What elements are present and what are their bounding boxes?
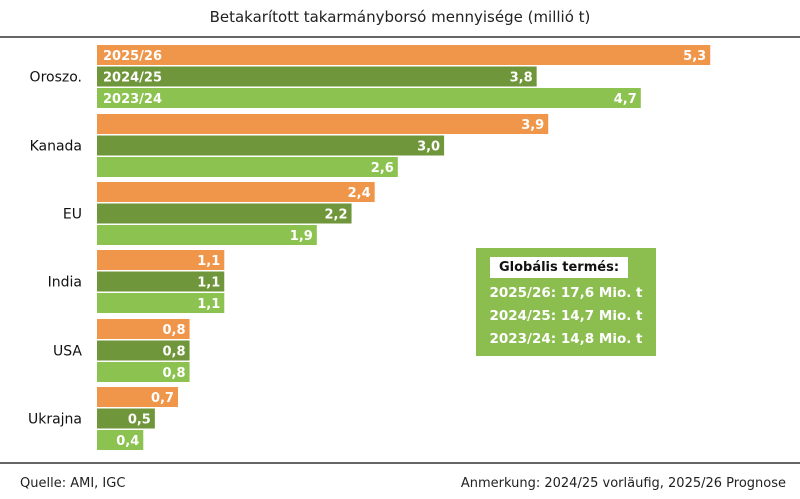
data-label: 0,8 bbox=[163, 345, 186, 360]
data-label: 2,2 bbox=[325, 208, 348, 223]
data-label: 3,0 bbox=[417, 140, 440, 155]
category-label: India bbox=[48, 275, 82, 291]
bar bbox=[97, 271, 225, 292]
box-line: 2024/25: 14,7 Mio. t bbox=[489, 308, 643, 324]
data-label: 0,7 bbox=[151, 391, 174, 406]
source-note: Quelle: AMI, IGC bbox=[20, 476, 126, 491]
bar bbox=[97, 319, 190, 339]
bar bbox=[97, 66, 537, 87]
bar bbox=[97, 340, 190, 361]
category-label: USA bbox=[53, 344, 82, 360]
data-label: 0,8 bbox=[163, 323, 186, 338]
bar bbox=[97, 293, 225, 313]
annotation-note: Anmerkung: 2024/25 vorläufig, 2025/26 Pr… bbox=[460, 476, 786, 491]
category-label: EU bbox=[63, 207, 82, 223]
bar bbox=[97, 387, 178, 407]
data-label: 1,1 bbox=[197, 276, 220, 291]
top-rule bbox=[0, 36, 800, 38]
data-label: 1,1 bbox=[197, 297, 220, 312]
bar bbox=[97, 203, 352, 224]
data-label: 1,9 bbox=[290, 229, 313, 244]
box-line: 2025/26: 17,6 Mio. t bbox=[489, 285, 643, 301]
data-label: 0,5 bbox=[128, 413, 151, 428]
bar bbox=[97, 182, 375, 202]
chart-title: Betakarított takarmányborsó mennyisége (… bbox=[209, 8, 591, 26]
data-label: 5,3 bbox=[683, 49, 706, 64]
bar bbox=[97, 430, 144, 450]
data-label: 4,7 bbox=[614, 92, 637, 107]
box-heading: Globális termés: bbox=[490, 257, 628, 278]
data-label: 1,1 bbox=[197, 254, 220, 269]
legend-label: 2025/26 bbox=[103, 49, 162, 64]
bar bbox=[97, 362, 190, 382]
data-label: 3,8 bbox=[510, 71, 533, 86]
data-label: 2,6 bbox=[371, 161, 394, 176]
category-label: Kanada bbox=[30, 139, 82, 155]
bar bbox=[97, 135, 445, 156]
bar bbox=[97, 250, 225, 270]
bar bbox=[97, 114, 549, 134]
category-label: Ukrajna bbox=[28, 412, 82, 428]
data-label: 2,4 bbox=[348, 186, 371, 201]
data-label: 0,8 bbox=[163, 366, 186, 381]
bar bbox=[97, 45, 711, 65]
bar bbox=[97, 88, 641, 108]
data-label: 0,4 bbox=[116, 434, 139, 449]
data-label: 3,9 bbox=[521, 118, 544, 133]
legend-label: 2023/24 bbox=[103, 92, 162, 107]
category-label: Oroszo. bbox=[30, 70, 82, 86]
bottom-rule bbox=[0, 462, 800, 464]
bar bbox=[97, 225, 317, 245]
global-harvest-box: Globális termés: 2025/26: 17,6 Mio. t 20… bbox=[476, 248, 656, 356]
legend-label: 2024/25 bbox=[103, 71, 162, 86]
box-line: 2023/24: 14,8 Mio. t bbox=[489, 331, 643, 347]
bar bbox=[97, 157, 398, 177]
bar bbox=[97, 408, 155, 429]
